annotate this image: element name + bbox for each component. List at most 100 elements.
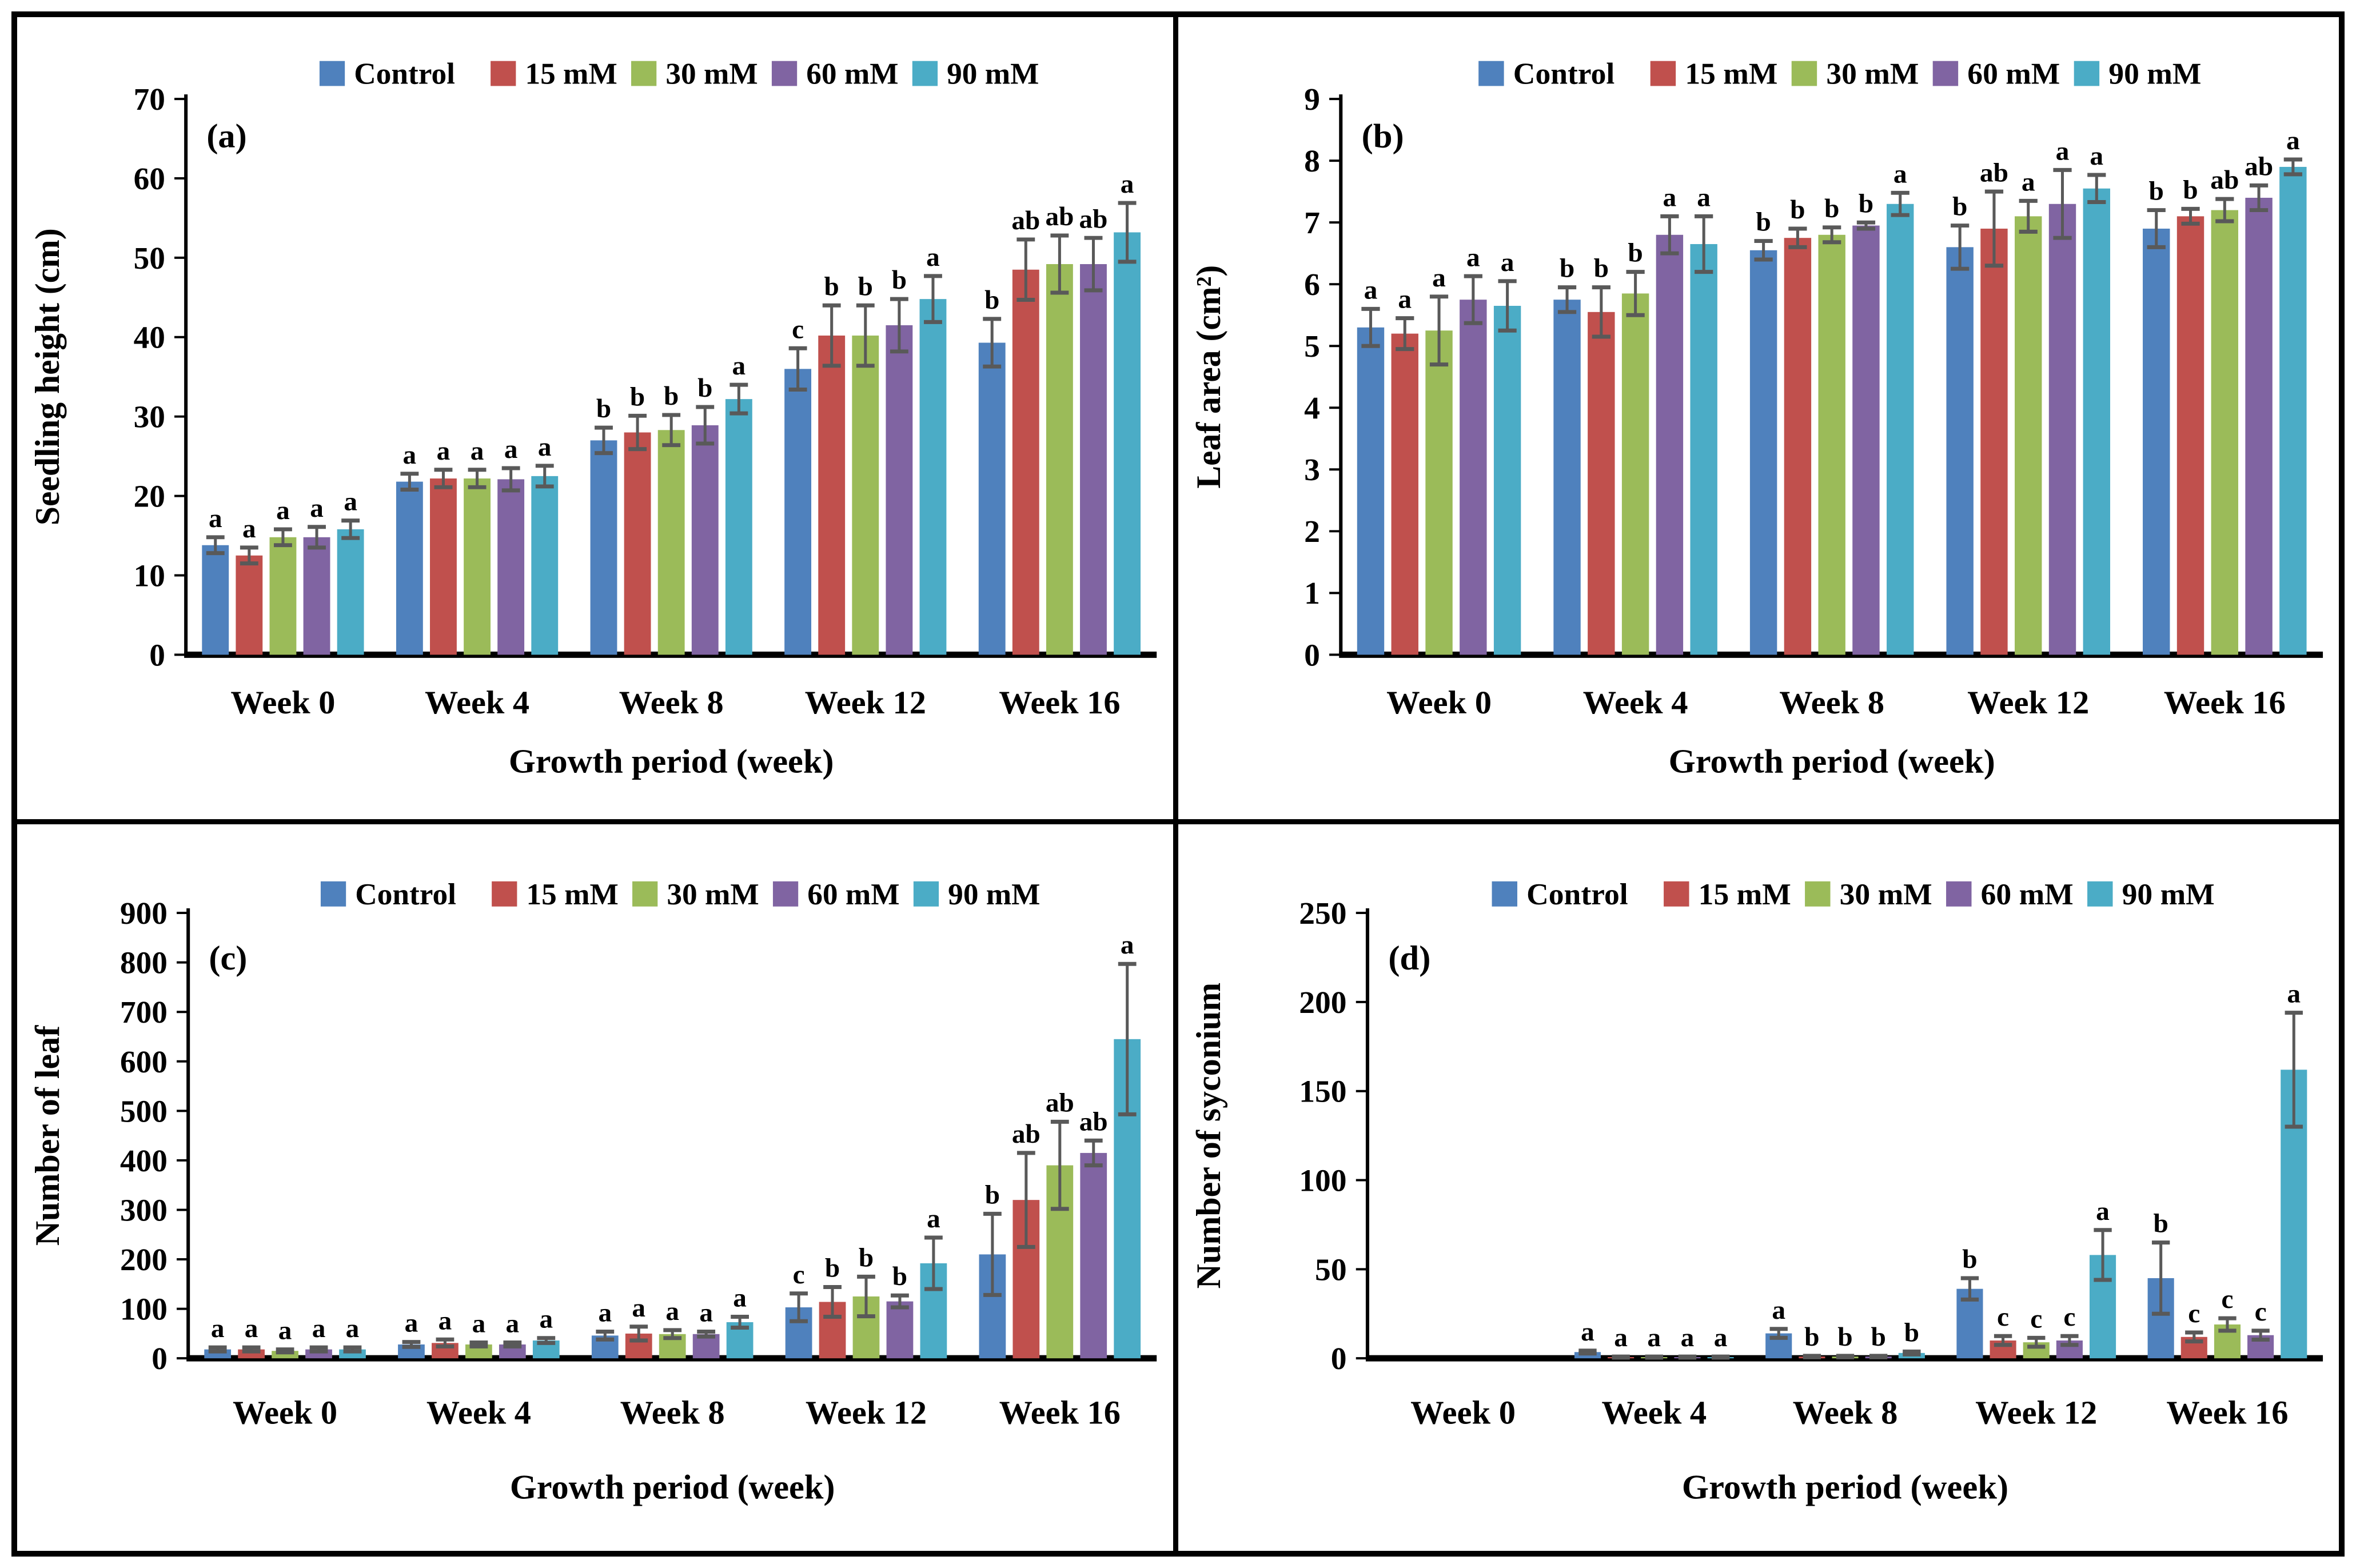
legend-label: 90 mM bbox=[947, 58, 1039, 91]
sig-letter: b bbox=[1952, 192, 1967, 222]
sig-letter: a bbox=[242, 514, 256, 544]
x-tick-label: Week 4 bbox=[425, 684, 529, 721]
legend-label: 30 mM bbox=[665, 58, 758, 91]
y-tick-label: 60 bbox=[134, 161, 165, 196]
sig-letter: a bbox=[732, 351, 746, 381]
sig-letter: ab bbox=[1011, 206, 1040, 236]
panel-label: (a) bbox=[206, 117, 246, 155]
bar-control bbox=[1946, 247, 1974, 655]
bar-control bbox=[978, 342, 1006, 655]
legend-swatch-90-mm bbox=[913, 881, 939, 907]
legend-label: 30 mM bbox=[1826, 58, 1919, 91]
y-axis: 0 1 2 3 4 5 6 7 8 9 bbox=[1304, 82, 1342, 672]
bar-control bbox=[202, 545, 229, 655]
legend-swatch-60-mm bbox=[1932, 61, 1958, 86]
sig-letter: b bbox=[1858, 189, 1873, 219]
bar-90-mm bbox=[337, 529, 364, 655]
sig-letter: a bbox=[539, 1304, 553, 1334]
sig-letter: b bbox=[1628, 238, 1643, 268]
bar-60-mm bbox=[1852, 225, 1880, 655]
x-tick-label: Week 4 bbox=[426, 1394, 531, 1431]
bar-group-week-16: b b ab aba bbox=[2142, 126, 2307, 655]
y-tick-label: 30 bbox=[134, 400, 165, 434]
panel-label: (d) bbox=[1388, 939, 1430, 977]
x-tick-label: Week 8 bbox=[620, 1394, 725, 1431]
y-tick-label: 250 bbox=[1299, 896, 1346, 931]
sig-letter: a bbox=[926, 242, 940, 272]
sig-letter: a bbox=[2286, 126, 2299, 155]
bar-group-week-12: bab aa a bbox=[1946, 137, 2110, 655]
y-tick-label: 300 bbox=[120, 1193, 168, 1228]
sig-letter: b bbox=[1790, 195, 1805, 225]
legend-label: Control bbox=[1526, 877, 1628, 911]
sig-letter: a bbox=[632, 1293, 645, 1323]
sig-letter: b bbox=[825, 1254, 840, 1283]
sig-letter: a bbox=[1364, 276, 1377, 305]
legend-swatch-60-mm bbox=[772, 881, 799, 907]
sig-letter: a bbox=[1614, 1323, 1628, 1352]
sig-letter: a bbox=[1697, 183, 1711, 213]
bar-60-mm bbox=[303, 537, 330, 655]
bar-15-mm bbox=[624, 432, 651, 655]
y-tick-label: 1 bbox=[1304, 576, 1320, 611]
sig-letter: a bbox=[278, 1316, 292, 1346]
sig-letter: ab bbox=[1045, 202, 1074, 232]
sig-letter: b bbox=[1871, 1322, 1885, 1352]
bar-90-mm bbox=[1689, 244, 1717, 655]
x-tick-label: Week 0 bbox=[1386, 684, 1492, 720]
x-tick-label: Week 4 bbox=[1601, 1394, 1707, 1431]
x-axis-title: Growth period (week) bbox=[510, 1469, 835, 1507]
legend-label: 90 mM bbox=[948, 878, 1040, 911]
sig-letter: a bbox=[471, 436, 484, 466]
y-tick-label: 150 bbox=[1299, 1074, 1346, 1109]
legend-swatch-60-mm bbox=[1946, 881, 1972, 907]
bar-control bbox=[2142, 228, 2170, 655]
y-tick-label: 0 bbox=[1304, 638, 1320, 672]
bar-group-week-8: b b b ba bbox=[590, 351, 752, 655]
sig-letter: a bbox=[2021, 167, 2035, 197]
bar-group-week-8: b b b ba bbox=[1749, 159, 1913, 655]
bar-90-mm bbox=[2279, 166, 2307, 655]
y-tick-label: 3 bbox=[1304, 453, 1320, 487]
sig-letter: b bbox=[984, 285, 999, 315]
legend-label: Control bbox=[354, 58, 455, 91]
y-tick-label: 5 bbox=[1304, 329, 1320, 364]
bar-15-mm bbox=[1587, 312, 1615, 655]
legend-swatch-60-mm bbox=[771, 61, 798, 86]
bar-15-mm bbox=[1784, 238, 1811, 655]
bar-30-mm bbox=[1621, 293, 1649, 655]
figure-growth-charts: 0 10 20 30 40 50 60 70 (a) a a a a a Week 0 a a a a a Week 4… bbox=[11, 11, 2345, 1557]
sig-letter: b bbox=[2183, 175, 2198, 205]
bar-group-week-8: ab b b b bbox=[1765, 1295, 1925, 1359]
sig-letter: a bbox=[2090, 141, 2103, 171]
x-tick-label: Week 16 bbox=[2163, 684, 2285, 720]
sig-letter: a bbox=[733, 1283, 747, 1313]
sig-letter: a bbox=[1663, 183, 1676, 213]
bar-60-mm bbox=[691, 425, 719, 655]
y-tick-label: 6 bbox=[1304, 267, 1320, 301]
legend: Control 15 mM 30 mM 60 mM 90 mM bbox=[320, 878, 1041, 911]
bar-30-mm bbox=[2014, 216, 2042, 655]
x-tick-label: Week 12 bbox=[1975, 1394, 2097, 1431]
legend-label: 15 mM bbox=[525, 58, 617, 91]
bar-90-mm bbox=[725, 399, 752, 655]
legend-label: 90 mM bbox=[2122, 877, 2214, 911]
bar-90-mm bbox=[1886, 204, 1913, 655]
panel-number-of-leaf: 0 100 200 300 400 500 600 700 800 900 (c) a a a a a Week… bbox=[17, 824, 1178, 1551]
y-tick-label: 500 bbox=[120, 1094, 168, 1128]
sig-letter: a bbox=[211, 1314, 225, 1343]
bar-60-mm bbox=[1080, 264, 1107, 655]
sig-letter: b bbox=[1593, 254, 1608, 284]
legend-swatch-15-mm bbox=[491, 61, 516, 86]
bar-60-mm bbox=[1656, 234, 1683, 655]
sig-letter: c bbox=[2188, 1299, 2200, 1328]
sig-letter: ab bbox=[1046, 1088, 1074, 1118]
sig-letter: b bbox=[892, 265, 907, 295]
